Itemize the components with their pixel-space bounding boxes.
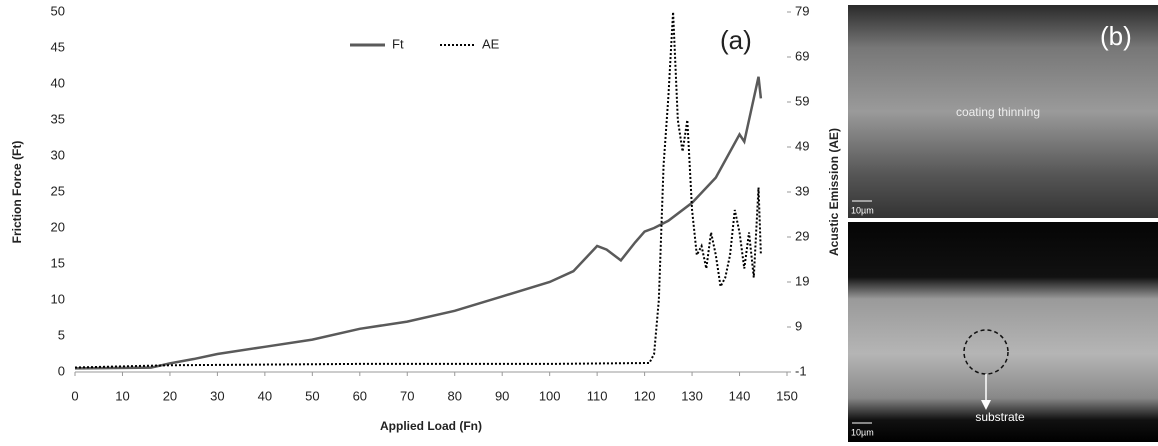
x-tick-label: 130 bbox=[681, 388, 703, 403]
annotation: substrate bbox=[975, 410, 1025, 424]
marker-circle bbox=[963, 329, 1009, 375]
x-tick-label: 60 bbox=[353, 388, 367, 403]
y-tick-label: 0 bbox=[58, 363, 65, 378]
x-tick-label: 90 bbox=[495, 388, 509, 403]
x-tick-label: 40 bbox=[258, 388, 272, 403]
y-tick-label: 10 bbox=[51, 291, 65, 306]
x-axis-title: Applied Load (Fn) bbox=[380, 419, 482, 433]
micrograph bbox=[848, 222, 1158, 442]
y2-axis-title: Acustic Emission (AE) bbox=[827, 128, 841, 256]
y2-tick-label: 69 bbox=[795, 48, 809, 63]
y2-tick-label: 49 bbox=[795, 138, 809, 153]
x-tick-label: 110 bbox=[587, 388, 608, 403]
y-tick-label: 40 bbox=[51, 75, 65, 90]
annotation: coating thinning bbox=[956, 105, 1040, 119]
y2-tick-label: 79 bbox=[795, 3, 809, 18]
y-tick-label: 20 bbox=[51, 219, 65, 234]
x-tick-label: 50 bbox=[305, 388, 319, 403]
y-tick-label: 25 bbox=[51, 183, 65, 198]
x-tick-label: 20 bbox=[163, 388, 177, 403]
y2-tick-label: 59 bbox=[795, 93, 809, 108]
x-tick-label: 80 bbox=[447, 388, 461, 403]
y2-tick-label: 19 bbox=[795, 273, 809, 288]
x-tick-label: 70 bbox=[400, 388, 414, 403]
x-tick-label: 150 bbox=[776, 388, 798, 403]
y2-tick-label: 39 bbox=[795, 183, 809, 198]
panel-label: (a) bbox=[720, 25, 752, 55]
x-tick-label: 10 bbox=[115, 388, 129, 403]
x-tick-label: 140 bbox=[729, 388, 751, 403]
y2-tick-label: 9 bbox=[795, 318, 802, 333]
y-tick-label: 5 bbox=[58, 327, 65, 342]
x-tick-label: 0 bbox=[71, 388, 78, 403]
panel-b: (b) coating thinning 10µm substrate 10µm bbox=[848, 5, 1158, 442]
legend-label: Ft bbox=[392, 36, 404, 51]
y-tick-label: 30 bbox=[51, 147, 65, 162]
data-line bbox=[74, 11, 762, 369]
y-tick-label: 35 bbox=[51, 111, 65, 126]
scale-label: 10µm bbox=[851, 205, 874, 215]
micrograph bbox=[848, 5, 1158, 218]
scale-label: 10µm bbox=[851, 427, 874, 437]
arrowhead bbox=[981, 400, 991, 410]
y-tick-label: 50 bbox=[51, 3, 65, 18]
x-tick-label: 100 bbox=[539, 388, 561, 403]
legend-label: AE bbox=[482, 36, 500, 51]
data-line bbox=[74, 76, 763, 370]
y-tick-label: 15 bbox=[51, 255, 65, 270]
x-tick-label: 120 bbox=[634, 388, 656, 403]
x-tick-label: 30 bbox=[210, 388, 224, 403]
y2-tick-label: 29 bbox=[795, 228, 809, 243]
y2-tick-label: -1 bbox=[795, 363, 807, 378]
y-tick-label: 45 bbox=[51, 39, 65, 54]
panel-label: (b) bbox=[1100, 21, 1132, 51]
y-axis-title: Friction Force (Ft) bbox=[10, 141, 24, 244]
